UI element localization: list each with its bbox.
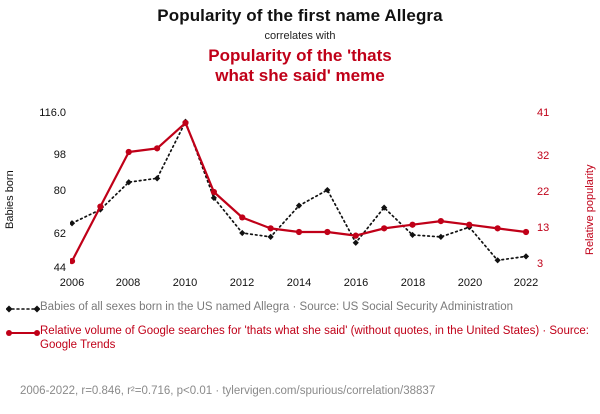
legend-item-series2: Relative volume of Google searches for '… xyxy=(6,324,594,352)
plot-area xyxy=(70,112,530,272)
y-tick-right-22: 22 xyxy=(537,186,550,198)
y-axis-label-left: Babies born xyxy=(4,170,16,230)
y-tick-right-13: 13 xyxy=(537,222,550,234)
legend-item-series1: Babies of all sexes born in the US named… xyxy=(6,300,594,316)
x-tick-2018: 2018 xyxy=(400,277,426,289)
legend: Babies of all sexes born in the US named… xyxy=(6,300,594,360)
x-tick-2022: 2022 xyxy=(513,277,539,289)
second-title-line2: what she said' meme xyxy=(215,66,385,85)
y-tick-left-62: 62 xyxy=(53,228,66,240)
legend-marker-dotted-black xyxy=(6,302,40,316)
legend-marker-solid-red xyxy=(6,326,40,340)
x-tick-2010: 2010 xyxy=(172,277,198,289)
x-tick-2006: 2006 xyxy=(59,277,85,289)
page-title: Popularity of the first name Allegra xyxy=(157,6,443,25)
y-tick-left-44: 44 xyxy=(53,262,66,274)
x-tick-2008: 2008 xyxy=(115,277,141,289)
x-tick-2012: 2012 xyxy=(229,277,255,289)
legend-label-series2: Relative volume of Google searches for '… xyxy=(40,325,590,351)
y-tick-right-32: 32 xyxy=(537,150,550,162)
y-tick-right-3: 3 xyxy=(537,258,544,270)
y-tick-left-80: 80 xyxy=(53,185,66,197)
second-title-line1: Popularity of the 'thats xyxy=(208,46,392,65)
y-tick-right-41: 41 xyxy=(537,107,550,119)
y-tick-left-98: 98 xyxy=(53,149,66,161)
x-tick-2014: 2014 xyxy=(286,277,312,289)
x-tick-2020: 2020 xyxy=(457,277,483,289)
chart-svg xyxy=(70,118,530,265)
y-tick-left-116: 116.0 xyxy=(39,107,66,119)
legend-label-series1: Babies of all sexes born in the US named… xyxy=(40,301,514,313)
footer-stats: 2006-2022, r=0.846, r²=0.716, p<0.01 · t… xyxy=(20,385,436,397)
x-tick-2016: 2016 xyxy=(343,277,369,289)
second-title: Popularity of the 'thats what she said' … xyxy=(0,46,600,86)
correlation-subtitle: correlates with xyxy=(264,30,336,42)
y-axis-label-right: Relative popularity xyxy=(584,164,596,256)
